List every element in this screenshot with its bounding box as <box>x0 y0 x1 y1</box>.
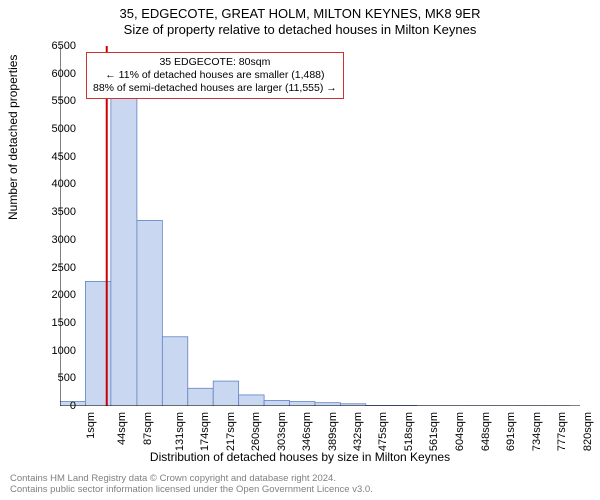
x-tick-label: 303sqm <box>276 412 288 451</box>
y-tick-label: 3500 <box>36 206 76 218</box>
y-tick-label: 1500 <box>36 317 76 329</box>
x-tick-label: 432sqm <box>352 412 364 451</box>
x-tick-label: 777sqm <box>556 412 568 451</box>
y-tick-label: 3000 <box>36 234 76 246</box>
histogram-plot <box>60 46 580 406</box>
x-tick-label: 346sqm <box>301 412 313 451</box>
annotation-line2: ← 11% of detached houses are smaller (1,… <box>93 69 337 82</box>
y-tick-label: 4000 <box>36 178 76 190</box>
x-tick-label: 734sqm <box>531 412 543 451</box>
y-tick-label: 500 <box>36 372 76 384</box>
annotation-line3: 88% of semi-detached houses are larger (… <box>93 82 337 95</box>
x-tick-label: 174sqm <box>199 412 211 451</box>
x-tick-label: 518sqm <box>403 412 415 451</box>
x-tick-label: 87sqm <box>142 412 154 445</box>
x-tick-label: 561sqm <box>428 412 440 451</box>
x-tick-label: 820sqm <box>582 412 594 451</box>
x-tick-label: 217sqm <box>225 412 237 451</box>
x-axis-label: Distribution of detached houses by size … <box>0 450 600 464</box>
y-axis-label: Number of detached properties <box>6 55 20 220</box>
y-tick-label: 5000 <box>36 123 76 135</box>
annotation-line1: 35 EDGECOTE: 80sqm <box>93 56 337 69</box>
x-tick-label: 389sqm <box>327 412 339 451</box>
annotation-box: 35 EDGECOTE: 80sqm ← 11% of detached hou… <box>86 52 344 99</box>
y-tick-label: 2500 <box>36 262 76 274</box>
title-line1: 35, EDGECOTE, GREAT HOLM, MILTON KEYNES,… <box>0 0 600 21</box>
footer-line2: Contains public sector information licen… <box>10 485 373 496</box>
x-tick-label: 604sqm <box>454 412 466 451</box>
footer-attribution: Contains HM Land Registry data © Crown c… <box>10 474 373 496</box>
y-tick-label: 0 <box>36 400 76 412</box>
x-tick-label: 691sqm <box>505 412 517 451</box>
y-tick-label: 4500 <box>36 151 76 163</box>
x-tick-label: 260sqm <box>250 412 262 451</box>
y-tick-label: 2000 <box>36 289 76 301</box>
x-tick-label: 131sqm <box>174 412 186 451</box>
x-tick-label: 1sqm <box>85 412 97 439</box>
chart-area <box>60 46 580 406</box>
y-tick-label: 1000 <box>36 345 76 357</box>
x-tick-label: 44sqm <box>116 412 128 445</box>
y-tick-label: 5500 <box>36 95 76 107</box>
x-tick-label: 648sqm <box>480 412 492 451</box>
y-tick-label: 6500 <box>36 40 76 52</box>
y-tick-label: 6000 <box>36 68 76 80</box>
chart-container: 35, EDGECOTE, GREAT HOLM, MILTON KEYNES,… <box>0 0 600 500</box>
title-line2: Size of property relative to detached ho… <box>0 21 600 37</box>
x-tick-label: 475sqm <box>378 412 390 451</box>
